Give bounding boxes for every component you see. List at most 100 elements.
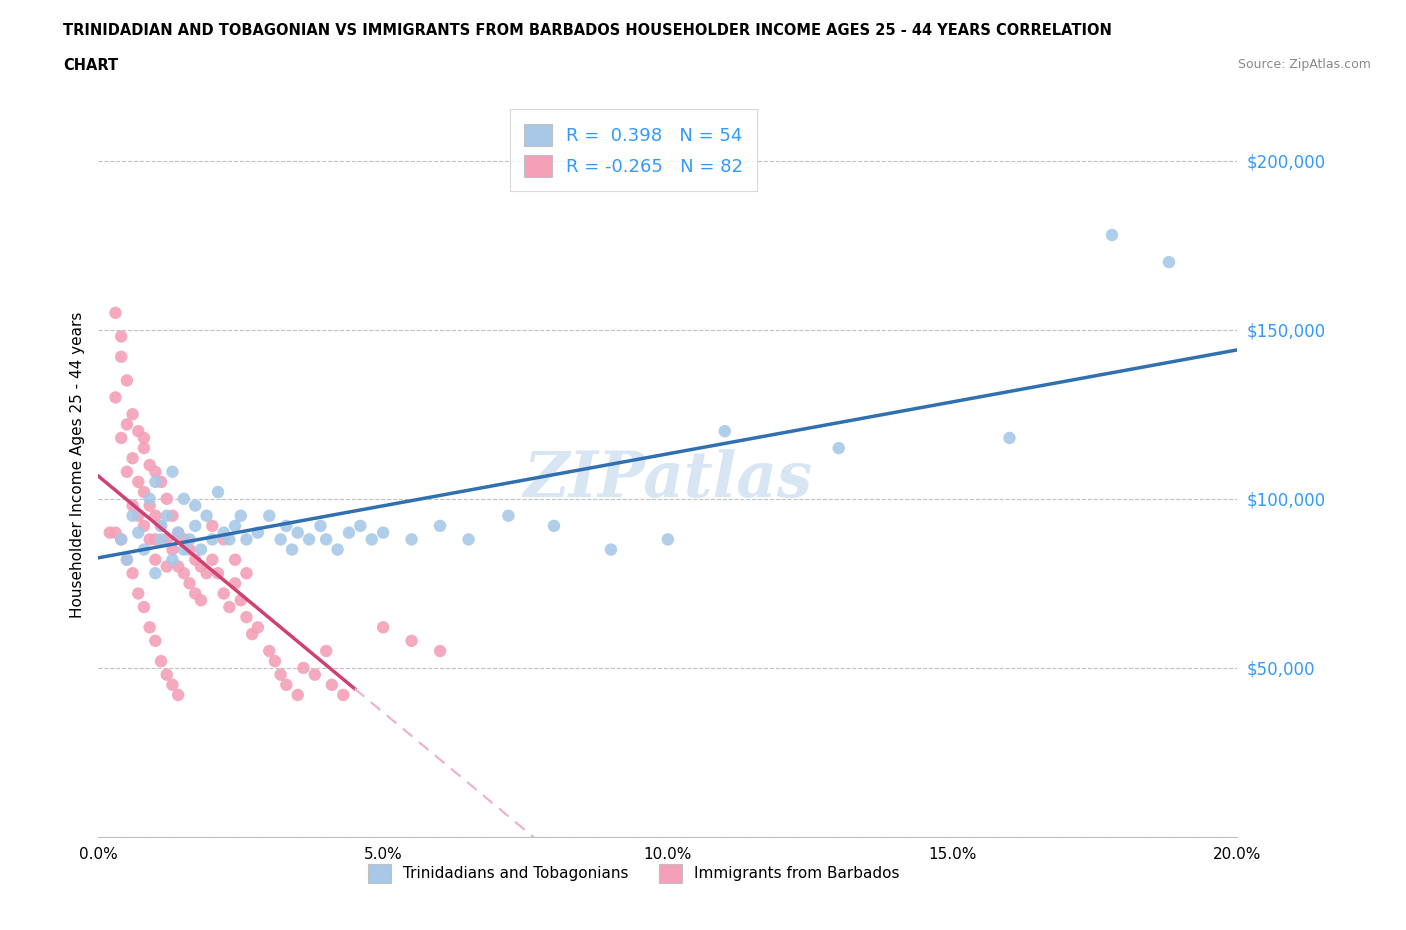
Point [167, 525, 190, 540]
Point [321, 677, 343, 692]
Point [229, 592, 252, 607]
Point [145, 509, 167, 524]
Point [145, 464, 167, 479]
Point [145, 565, 167, 580]
Point [218, 600, 240, 615]
Point [195, 509, 218, 524]
Point [110, 431, 132, 445]
Point [104, 305, 127, 320]
Point [132, 485, 155, 499]
Point [224, 518, 246, 533]
Point [115, 552, 138, 567]
Point [115, 417, 138, 432]
Point [373, 525, 395, 540]
Point [121, 406, 143, 421]
Point [179, 542, 201, 557]
Point [121, 509, 143, 524]
Point [150, 518, 173, 533]
Point [127, 586, 149, 601]
Point [110, 532, 132, 547]
Point [173, 532, 195, 547]
Point [1157, 255, 1180, 270]
Point [190, 592, 212, 607]
Point [156, 491, 179, 506]
Point [235, 532, 257, 547]
Point [998, 431, 1021, 445]
Point [201, 552, 224, 567]
Point [259, 644, 281, 658]
Point [270, 667, 292, 682]
Point [657, 532, 679, 547]
Point [360, 532, 382, 547]
Point [132, 600, 155, 615]
Point [132, 431, 155, 445]
Point [179, 576, 201, 591]
Point [156, 532, 179, 547]
Point [138, 491, 160, 506]
Point [162, 542, 184, 557]
Text: TRINIDADIAN AND TOBAGONIAN VS IMMIGRANTS FROM BARBADOS HOUSEHOLDER INCOME AGES 2: TRINIDADIAN AND TOBAGONIAN VS IMMIGRANTS… [63, 23, 1112, 38]
Point [498, 509, 520, 524]
Point [145, 633, 167, 648]
Point [150, 532, 173, 547]
Point [298, 532, 321, 547]
Point [156, 667, 179, 682]
Point [224, 576, 246, 591]
Point [104, 525, 127, 540]
Point [121, 451, 143, 466]
Point [373, 620, 395, 635]
Point [184, 586, 207, 601]
Point [115, 552, 138, 567]
Point [156, 509, 179, 524]
Point [543, 518, 565, 533]
Point [156, 559, 179, 574]
Point [229, 509, 252, 524]
Point [138, 620, 160, 635]
Point [332, 687, 354, 702]
Point [184, 518, 207, 533]
Point [132, 542, 155, 557]
Point [132, 441, 155, 456]
Point [184, 552, 207, 567]
Point [224, 552, 246, 567]
Point [127, 509, 149, 524]
Point [281, 542, 304, 557]
Point [337, 525, 360, 540]
Point [195, 565, 218, 580]
Point [212, 532, 235, 547]
Point [98, 525, 121, 540]
Point [292, 660, 315, 675]
Point [235, 610, 257, 625]
Point [304, 667, 326, 682]
Point [212, 525, 235, 540]
Text: ZIPatlas: ZIPatlas [523, 449, 813, 511]
Point [212, 586, 235, 601]
Point [173, 491, 195, 506]
Point [207, 485, 229, 499]
Point [264, 654, 287, 669]
Point [162, 509, 184, 524]
Text: CHART: CHART [63, 58, 118, 73]
Point [287, 687, 309, 702]
Point [401, 532, 423, 547]
Point [201, 518, 224, 533]
Point [110, 350, 132, 365]
Point [110, 329, 132, 344]
Point [150, 474, 173, 489]
Point [828, 441, 851, 456]
Point [201, 532, 224, 547]
Point [167, 687, 190, 702]
Point [190, 559, 212, 574]
Point [235, 565, 257, 580]
Point [127, 424, 149, 439]
Point [110, 532, 132, 547]
Point [326, 542, 349, 557]
Point [276, 518, 298, 533]
Point [315, 644, 337, 658]
Point [457, 532, 479, 547]
Point [218, 532, 240, 547]
Point [150, 518, 173, 533]
Point [138, 532, 160, 547]
Point [138, 498, 160, 513]
Point [138, 458, 160, 472]
